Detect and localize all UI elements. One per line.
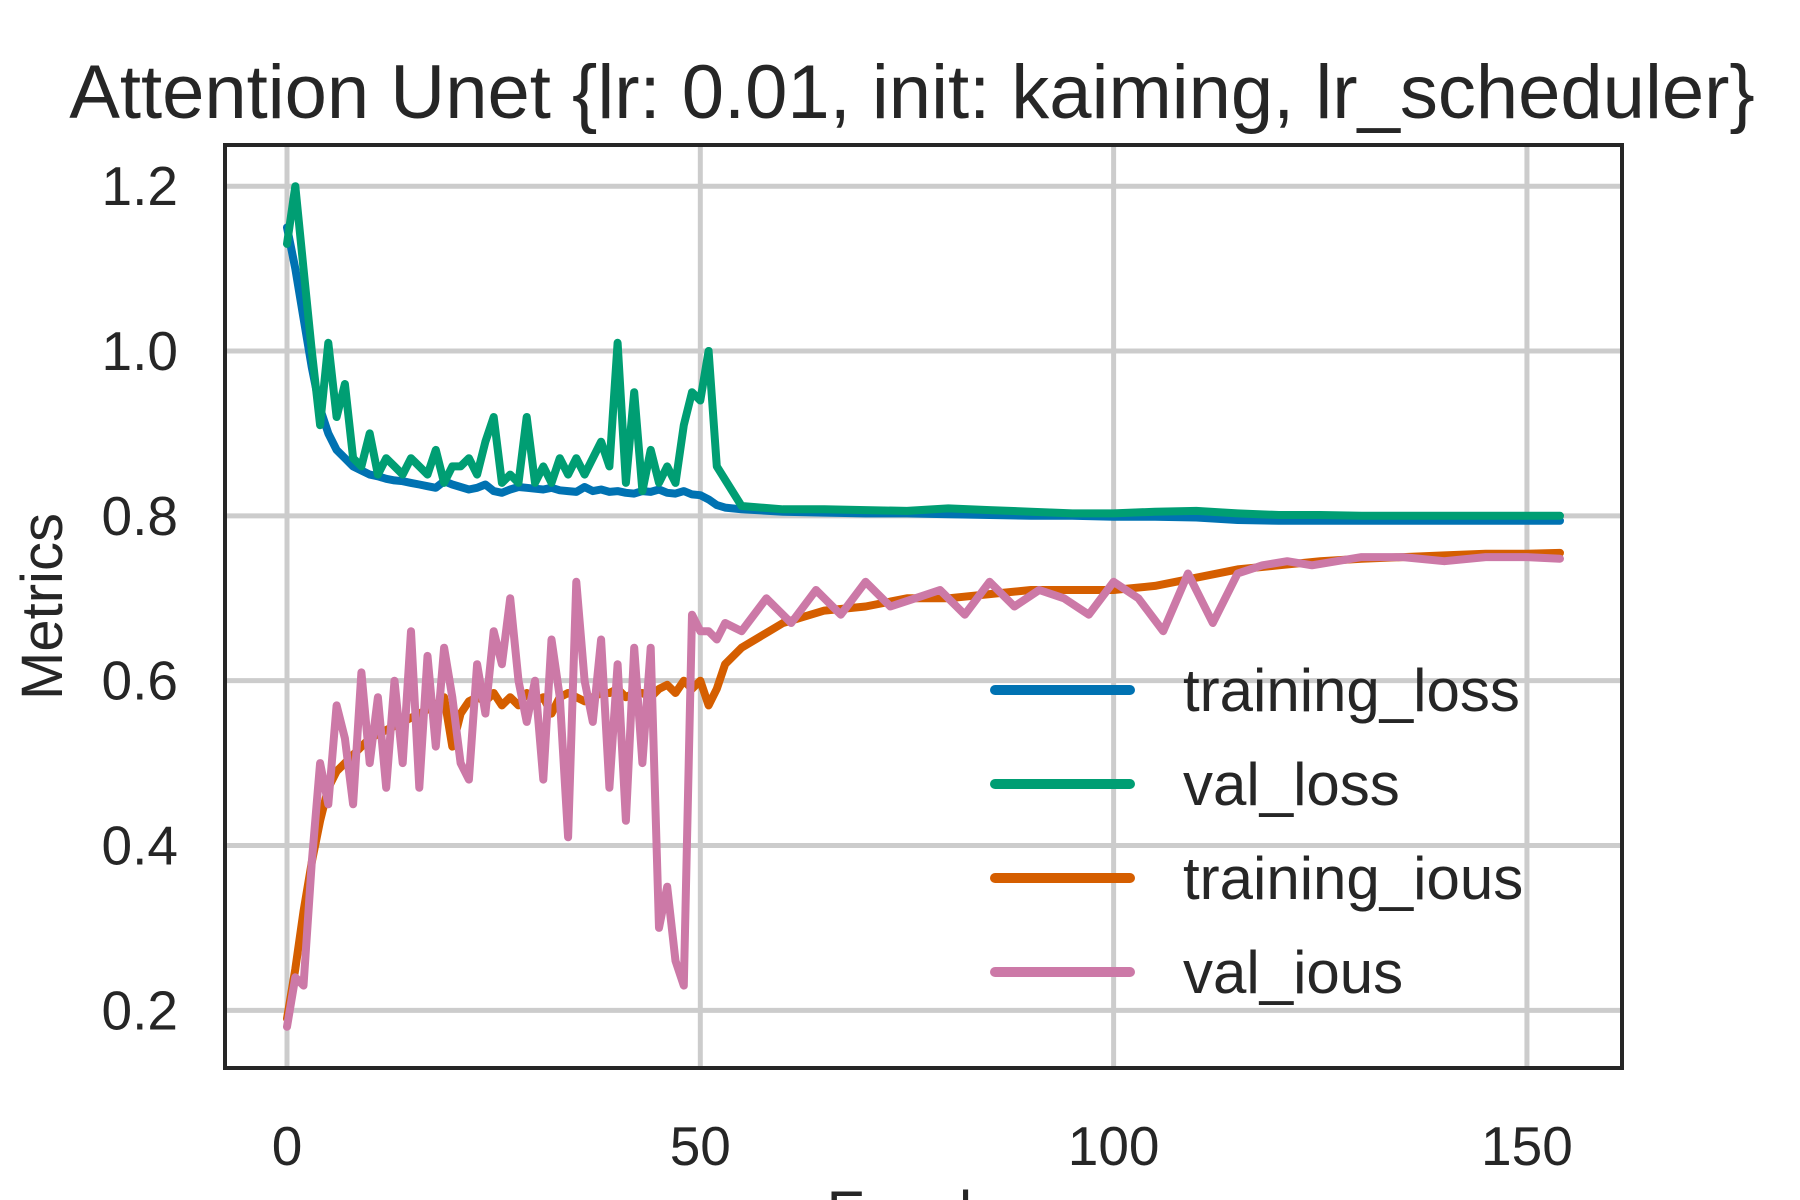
series-line-val_ious — [283, 553, 1564, 1031]
y-tick-label: 1.2 — [102, 155, 178, 217]
y-tick-label: 1.0 — [102, 320, 178, 382]
x-axis-label: Epochs — [827, 1180, 1020, 1200]
x-tick-label: 50 — [670, 1115, 731, 1177]
y-tick-label: 0.8 — [102, 485, 178, 547]
plot-frame — [223, 143, 1624, 1070]
x-tick-label: 100 — [1068, 1115, 1160, 1177]
series-line-val_loss — [283, 182, 1564, 520]
legend-label-training_loss: training_loss — [1183, 657, 1520, 724]
y-tick-label: 0.4 — [102, 814, 178, 876]
chart-title: Attention Unet {lr: 0.01, init: kaiming,… — [69, 50, 1755, 135]
legend-label-val_loss: val_loss — [1183, 751, 1400, 818]
y-tick-labels: 0.2 0.4 0.6 0.8 1.0 1.2 — [102, 155, 178, 1041]
y-tick-label: 0.6 — [102, 650, 178, 712]
legend-label-training_ious: training_ious — [1183, 845, 1523, 912]
grid-lines — [225, 145, 1622, 1068]
y-tick-label: 0.2 — [102, 979, 178, 1041]
x-tick-label: 0 — [272, 1115, 303, 1177]
legend: training_loss val_loss training_ious val_io… — [990, 657, 1523, 1006]
legend-label-val_ious: val_ious — [1183, 939, 1403, 1006]
x-tick-labels: 0 50 100 150 — [272, 1115, 1573, 1177]
x-tick-label: 150 — [1481, 1115, 1573, 1177]
series-lines — [283, 182, 1564, 1031]
y-axis-label: Metrics — [10, 513, 75, 700]
